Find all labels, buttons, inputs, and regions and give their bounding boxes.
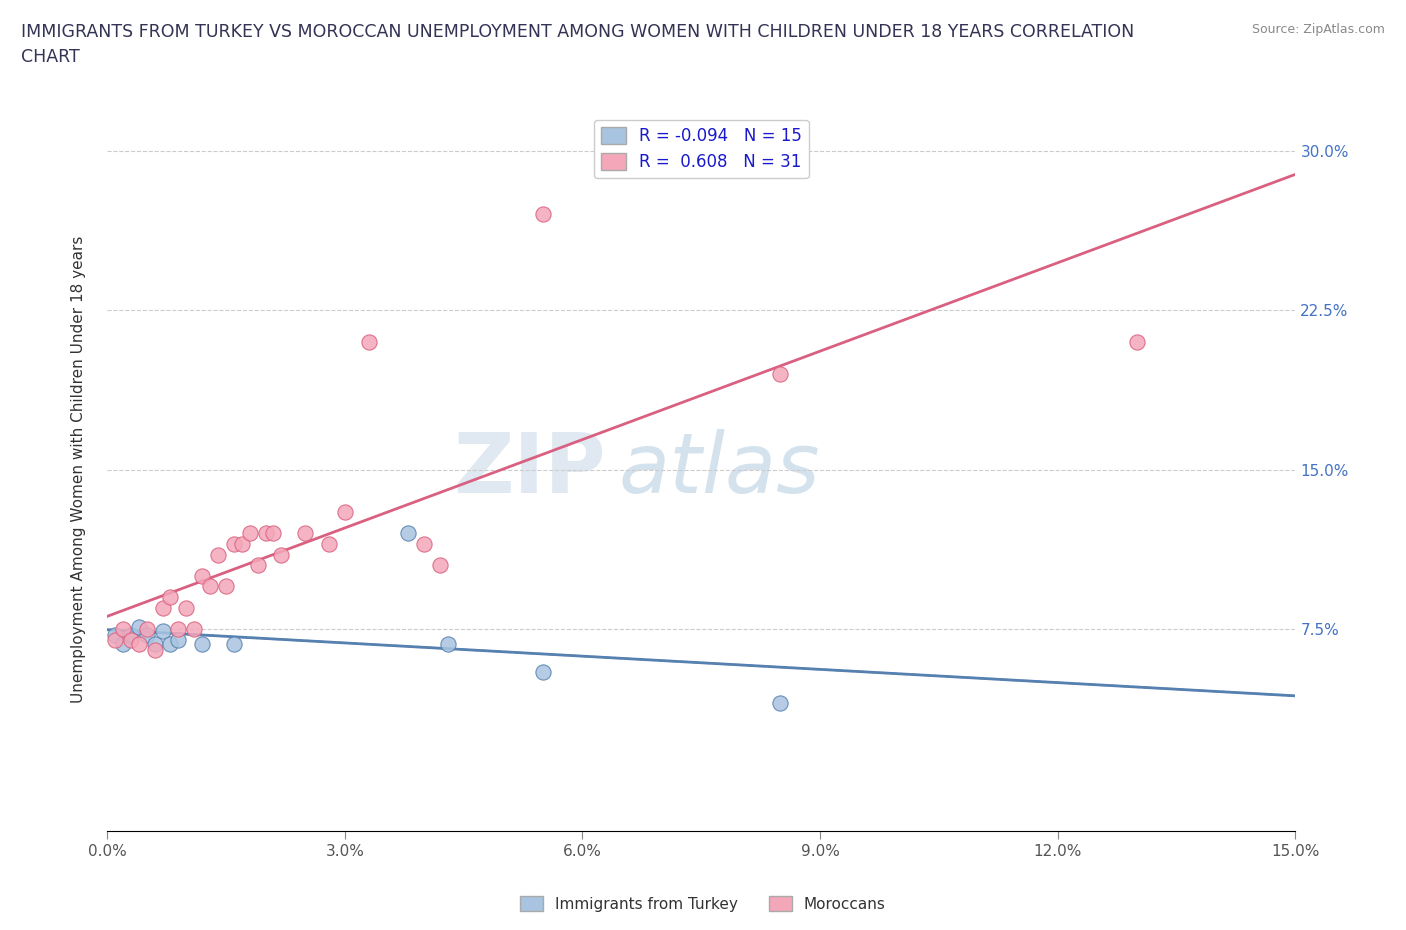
Point — [318, 537, 340, 551]
Point — [270, 547, 292, 562]
Point — [104, 628, 127, 643]
Point — [167, 632, 190, 647]
Point — [207, 547, 229, 562]
Point — [191, 636, 214, 651]
Point — [128, 636, 150, 651]
Point — [1126, 335, 1149, 350]
Point — [333, 505, 356, 520]
Point — [143, 643, 166, 658]
Y-axis label: Unemployment Among Women with Children Under 18 years: Unemployment Among Women with Children U… — [72, 236, 86, 703]
Point — [159, 636, 181, 651]
Point — [254, 525, 277, 540]
Text: IMMIGRANTS FROM TURKEY VS MOROCCAN UNEMPLOYMENT AMONG WOMEN WITH CHILDREN UNDER : IMMIGRANTS FROM TURKEY VS MOROCCAN UNEMP… — [21, 23, 1135, 66]
Point — [357, 335, 380, 350]
Point — [159, 590, 181, 604]
Point — [167, 621, 190, 636]
Legend: R = -0.094   N = 15, R =  0.608   N = 31: R = -0.094 N = 15, R = 0.608 N = 31 — [593, 120, 808, 178]
Point — [231, 537, 253, 551]
Point — [143, 636, 166, 651]
Text: Source: ZipAtlas.com: Source: ZipAtlas.com — [1251, 23, 1385, 36]
Point — [429, 558, 451, 573]
Point — [239, 525, 262, 540]
Point — [769, 696, 792, 711]
Point — [222, 636, 245, 651]
Point — [111, 636, 134, 651]
Point — [120, 628, 142, 643]
Point — [246, 558, 269, 573]
Point — [413, 537, 436, 551]
Point — [152, 624, 174, 639]
Point — [198, 579, 221, 594]
Point — [222, 537, 245, 551]
Text: ZIP: ZIP — [454, 429, 606, 510]
Point — [176, 600, 198, 615]
Legend: Immigrants from Turkey, Moroccans: Immigrants from Turkey, Moroccans — [515, 889, 891, 918]
Point — [396, 525, 419, 540]
Text: atlas: atlas — [619, 429, 820, 510]
Point — [215, 579, 238, 594]
Point — [531, 664, 554, 679]
Point — [294, 525, 316, 540]
Point — [183, 621, 205, 636]
Point — [531, 206, 554, 221]
Point — [104, 632, 127, 647]
Point — [262, 525, 284, 540]
Point — [111, 621, 134, 636]
Point — [135, 621, 157, 636]
Point — [135, 628, 157, 643]
Point — [152, 600, 174, 615]
Point — [128, 619, 150, 634]
Point — [436, 636, 458, 651]
Point — [769, 366, 792, 381]
Point — [120, 632, 142, 647]
Point — [191, 568, 214, 583]
